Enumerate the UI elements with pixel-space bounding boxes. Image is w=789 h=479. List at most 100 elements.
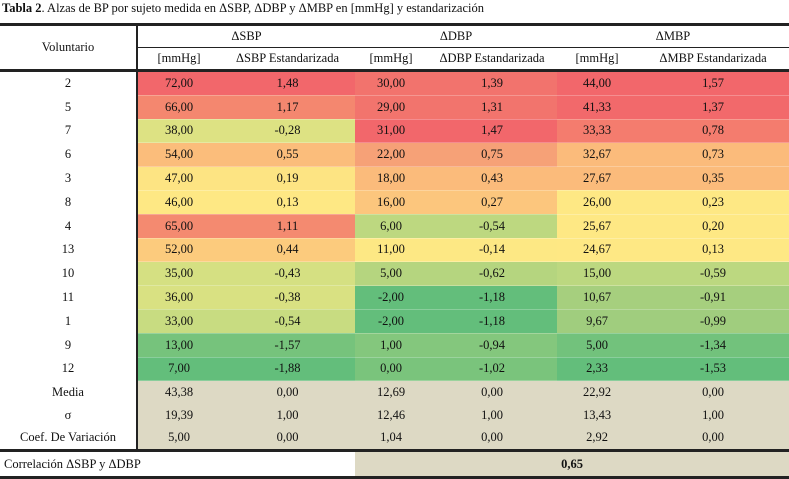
sbp-std-cell: 0,19 xyxy=(220,166,355,191)
stat-value: 5,00 xyxy=(137,426,220,453)
volunteer-id: 13 xyxy=(0,238,138,262)
sbp-std-cell: -0,43 xyxy=(220,261,355,287)
stat-value: 0,00 xyxy=(637,380,789,404)
mbp-std-cell: -1,34 xyxy=(637,333,789,358)
sbp-std-cell: 0,55 xyxy=(220,142,355,168)
table-row: 5 66,00 1,17 29,00 1,31 41,33 1,37 xyxy=(0,95,789,120)
sbp-mmhg-cell: 47,00 xyxy=(137,166,220,191)
volunteer-id: 1 xyxy=(0,309,138,334)
stat-value: 0,00 xyxy=(427,426,558,453)
stat-value: 0,00 xyxy=(427,380,558,404)
mbp-std-cell: 0,73 xyxy=(637,142,789,168)
volunteer-id: 11 xyxy=(0,285,138,310)
sbp-std-cell: 0,44 xyxy=(220,238,355,263)
volunteer-id: 3 xyxy=(0,166,138,191)
mbp-mmhg-cell: 25,67 xyxy=(557,214,638,239)
header-group-mbp: ΔMBP xyxy=(557,23,789,48)
header-group-sbp: ΔSBP xyxy=(137,23,355,48)
table-row: 8 46,00 0,13 16,00 0,27 26,00 0,23 xyxy=(0,190,789,215)
sbp-std-cell: -0,38 xyxy=(220,285,355,310)
sbp-mmhg-cell: 35,00 xyxy=(137,261,220,287)
dbp-std-cell: -0,94 xyxy=(427,333,558,358)
dbp-std-cell: 0,75 xyxy=(427,142,558,168)
volunteer-id: 4 xyxy=(0,214,138,239)
dbp-mmhg-cell: 16,00 xyxy=(355,190,427,215)
header-dbp-mmhg: [mmHg] xyxy=(355,47,427,72)
sbp-mmhg-cell: 65,00 xyxy=(137,214,220,239)
mbp-mmhg-cell: 5,00 xyxy=(557,333,638,358)
mbp-mmhg-cell: 26,00 xyxy=(557,190,638,215)
sbp-mmhg-cell: 46,00 xyxy=(137,190,220,215)
table-row: 3 47,00 0,19 18,00 0,43 27,67 0,35 xyxy=(0,166,789,191)
mbp-std-cell: 0,20 xyxy=(637,214,789,239)
sbp-mmhg-cell: 38,00 xyxy=(137,119,220,144)
stat-value: 12,69 xyxy=(355,380,427,404)
sbp-mmhg-cell: 7,00 xyxy=(137,357,220,382)
table-row: 10 35,00 -0,43 5,00 -0,62 15,00 -0,59 xyxy=(0,261,789,287)
caption-label: Tabla 2 xyxy=(2,1,42,15)
dbp-std-cell: -1,18 xyxy=(427,309,558,334)
mbp-mmhg-cell: 41,33 xyxy=(557,95,638,120)
stat-value: 1,00 xyxy=(427,403,558,427)
dbp-std-cell: 1,31 xyxy=(427,95,558,120)
dbp-mmhg-cell: 22,00 xyxy=(355,142,427,168)
stat-value: 22,92 xyxy=(557,380,638,404)
stats-row: σ 19,39 1,00 12,46 1,00 13,43 1,00 xyxy=(0,403,789,427)
stat-value: 1,00 xyxy=(220,403,355,427)
dbp-mmhg-cell: 1,00 xyxy=(355,333,427,358)
dbp-std-cell: -0,54 xyxy=(427,214,558,239)
header-dbp-std: ΔDBP Estandarizada xyxy=(427,47,558,72)
stat-label: Media xyxy=(0,380,138,404)
caption-text: . Alzas de BP por sujeto medida en ΔSBP,… xyxy=(41,1,484,15)
mbp-mmhg-cell: 10,67 xyxy=(557,285,638,310)
sbp-std-cell: -0,54 xyxy=(220,309,355,334)
dbp-mmhg-cell: 29,00 xyxy=(355,95,427,120)
stat-value: 0,00 xyxy=(220,380,355,404)
mbp-mmhg-cell: 9,67 xyxy=(557,309,638,334)
stat-value: 1,00 xyxy=(637,403,789,427)
table-caption: Tabla 2. Alzas de BP por sujeto medida e… xyxy=(2,1,484,16)
table-row: 11 36,00 -0,38 -2,00 -1,18 10,67 -0,91 xyxy=(0,285,789,310)
table-row: 13 52,00 0,44 11,00 -0,14 24,67 0,13 xyxy=(0,238,789,263)
dbp-mmhg-cell: 30,00 xyxy=(355,70,427,96)
sbp-mmhg-cell: 33,00 xyxy=(137,309,220,334)
correlation-value: 0,65 xyxy=(355,450,789,479)
mbp-mmhg-cell: 44,00 xyxy=(557,70,638,96)
dbp-mmhg-cell: 6,00 xyxy=(355,214,427,239)
table-row: 9 13,00 -1,57 1,00 -0,94 5,00 -1,34 xyxy=(0,333,789,358)
stat-value: 13,43 xyxy=(557,403,638,427)
sbp-std-cell: -1,57 xyxy=(220,333,355,358)
mbp-std-cell: 1,37 xyxy=(637,95,789,120)
dbp-mmhg-cell: 11,00 xyxy=(355,238,427,263)
sbp-mmhg-cell: 13,00 xyxy=(137,333,220,358)
mbp-std-cell: 0,13 xyxy=(637,238,789,263)
volunteer-id: 2 xyxy=(0,70,138,96)
dbp-std-cell: 0,43 xyxy=(427,166,558,191)
mbp-mmhg-cell: 33,33 xyxy=(557,119,638,144)
dbp-mmhg-cell: 5,00 xyxy=(355,261,427,287)
mbp-std-cell: -0,91 xyxy=(637,285,789,310)
mbp-std-cell: 0,35 xyxy=(637,166,789,191)
stat-value: 12,46 xyxy=(355,403,427,427)
sbp-mmhg-cell: 66,00 xyxy=(137,95,220,120)
stat-label: σ xyxy=(0,403,138,427)
volunteer-id: 10 xyxy=(0,261,138,286)
dbp-mmhg-cell: -2,00 xyxy=(355,309,427,334)
volunteer-id: 7 xyxy=(0,119,138,143)
mbp-std-cell: -1,53 xyxy=(637,357,789,382)
dbp-std-cell: 1,39 xyxy=(427,70,558,96)
mbp-mmhg-cell: 24,67 xyxy=(557,238,638,263)
table-row: 6 54,00 0,55 22,00 0,75 32,67 0,73 xyxy=(0,142,789,168)
mbp-std-cell: 0,23 xyxy=(637,190,789,215)
stat-value: 2,92 xyxy=(557,426,638,453)
header-voluntario: Voluntario xyxy=(0,23,138,72)
sbp-std-cell: 0,13 xyxy=(220,190,355,215)
table-row: 2 72,00 1,48 30,00 1,39 44,00 1,57 xyxy=(0,70,789,96)
bp-table: Voluntario ΔSBP ΔDBP ΔMBP [mmHg] ΔSBP Es… xyxy=(0,23,789,479)
stat-label: Coef. De Variación xyxy=(0,426,138,453)
dbp-std-cell: 0,27 xyxy=(427,190,558,215)
volunteer-id: 9 xyxy=(0,333,138,358)
volunteer-id: 8 xyxy=(0,190,138,215)
sbp-std-cell: 1,17 xyxy=(220,95,355,120)
dbp-mmhg-cell: 31,00 xyxy=(355,119,427,144)
